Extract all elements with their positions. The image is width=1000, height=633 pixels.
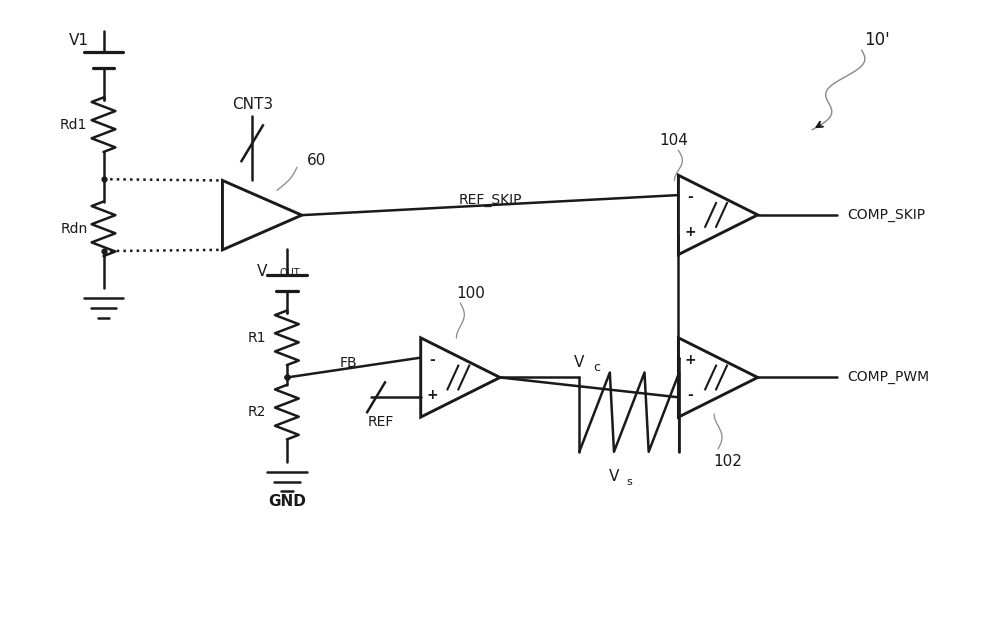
Text: V1: V1: [69, 33, 89, 48]
Text: V: V: [574, 355, 584, 370]
Text: COMP_PWM: COMP_PWM: [847, 370, 929, 384]
Text: 60: 60: [307, 153, 326, 168]
Text: REF: REF: [368, 415, 394, 429]
Text: c: c: [594, 361, 601, 374]
Text: 102: 102: [714, 454, 742, 469]
Text: +: +: [685, 353, 696, 367]
Text: +: +: [427, 388, 438, 402]
Text: R1: R1: [248, 331, 266, 345]
Text: COMP_SKIP: COMP_SKIP: [847, 208, 925, 222]
Text: -: -: [687, 191, 693, 204]
Text: OUT: OUT: [280, 268, 300, 279]
Text: -: -: [430, 353, 435, 367]
Text: 10': 10': [864, 32, 890, 49]
Text: GND: GND: [268, 494, 306, 509]
Text: 104: 104: [659, 133, 688, 148]
Text: R2: R2: [248, 405, 266, 419]
Text: Rdn: Rdn: [60, 222, 87, 235]
Text: +: +: [685, 225, 696, 239]
Text: s: s: [626, 477, 632, 487]
Text: REF_SKIP: REF_SKIP: [458, 193, 522, 207]
Text: -: -: [687, 388, 693, 402]
Text: 100: 100: [456, 285, 485, 301]
Text: CNT3: CNT3: [232, 97, 273, 111]
Text: V: V: [257, 264, 267, 279]
Text: FB: FB: [340, 356, 358, 370]
Text: V: V: [609, 469, 619, 484]
Text: Rd1: Rd1: [60, 118, 87, 132]
